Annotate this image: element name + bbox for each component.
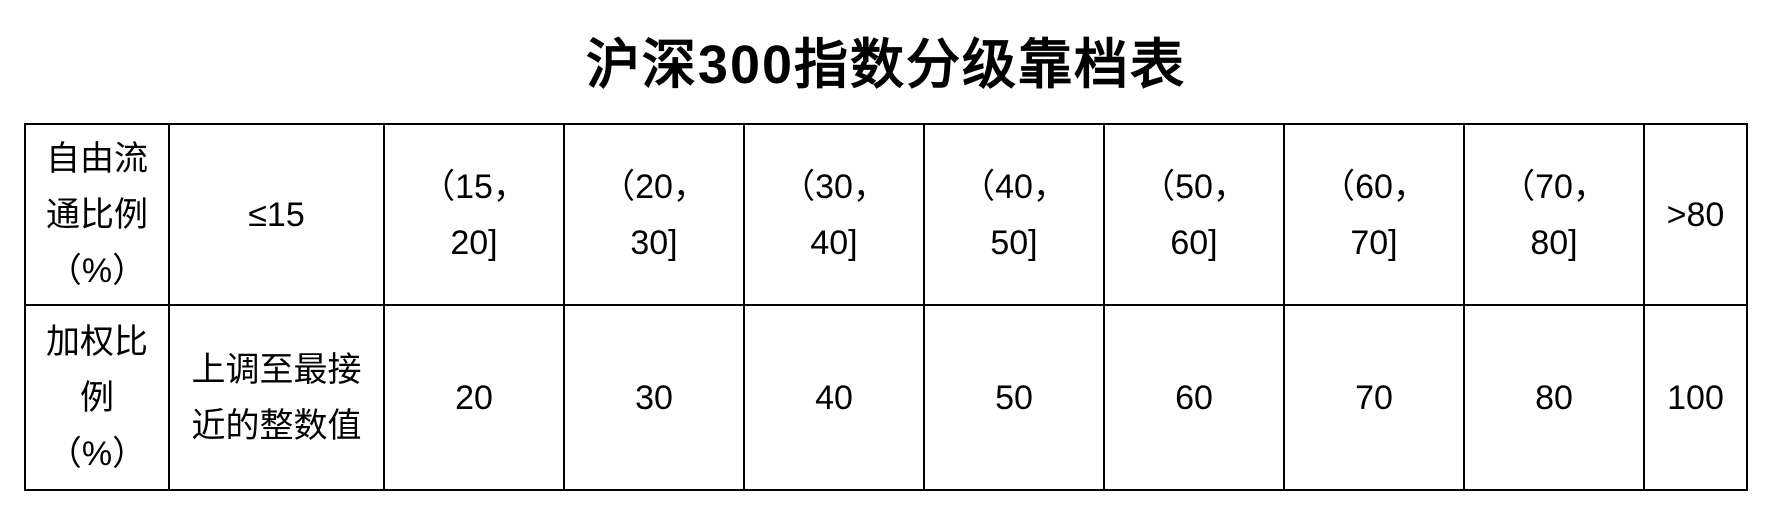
cell-range-40-50: （40， 50] (925, 125, 1105, 306)
cell-round-up-rule: 上调至最接 近的整数值 (170, 306, 385, 489)
cell-weight-40: 40 (745, 306, 925, 489)
cell-range-60-70: （60， 70] (1285, 125, 1465, 306)
cell-gt-80: >80 (1645, 125, 1746, 306)
cell-weight-20: 20 (385, 306, 565, 489)
cell-range-20-30: （20， 30] (565, 125, 745, 306)
cell-weight-100: 100 (1667, 378, 1724, 417)
cell-weight-60: 60 (1105, 306, 1285, 489)
cell-range-70-80: （70， 80] (1465, 125, 1645, 306)
page-title: 沪深300指数分级靠档表 (585, 35, 1187, 95)
weighted-ratio-header: 加权比 例 （%） (26, 306, 170, 489)
cell-range-15-20: （15， 20] (385, 125, 565, 306)
cell-range-50-60: （50， 60] (1105, 125, 1285, 306)
cell-le-15: ≤15 (170, 125, 385, 306)
cell-weight-70: 70 (1285, 306, 1465, 489)
cell-weight-80: 80 (1465, 306, 1645, 489)
cell-range-30-40: （30， 40] (745, 125, 925, 306)
cell-weight-30: 30 (565, 306, 745, 489)
free-float-ratio-header: 自由流 通比例 （%） (26, 125, 170, 306)
cell-weight-50: 50 (925, 306, 1105, 489)
grading-table: 自由流 通比例 （%） ≤15 （15， 20] （20， 30] （30， 4… (24, 123, 1748, 491)
